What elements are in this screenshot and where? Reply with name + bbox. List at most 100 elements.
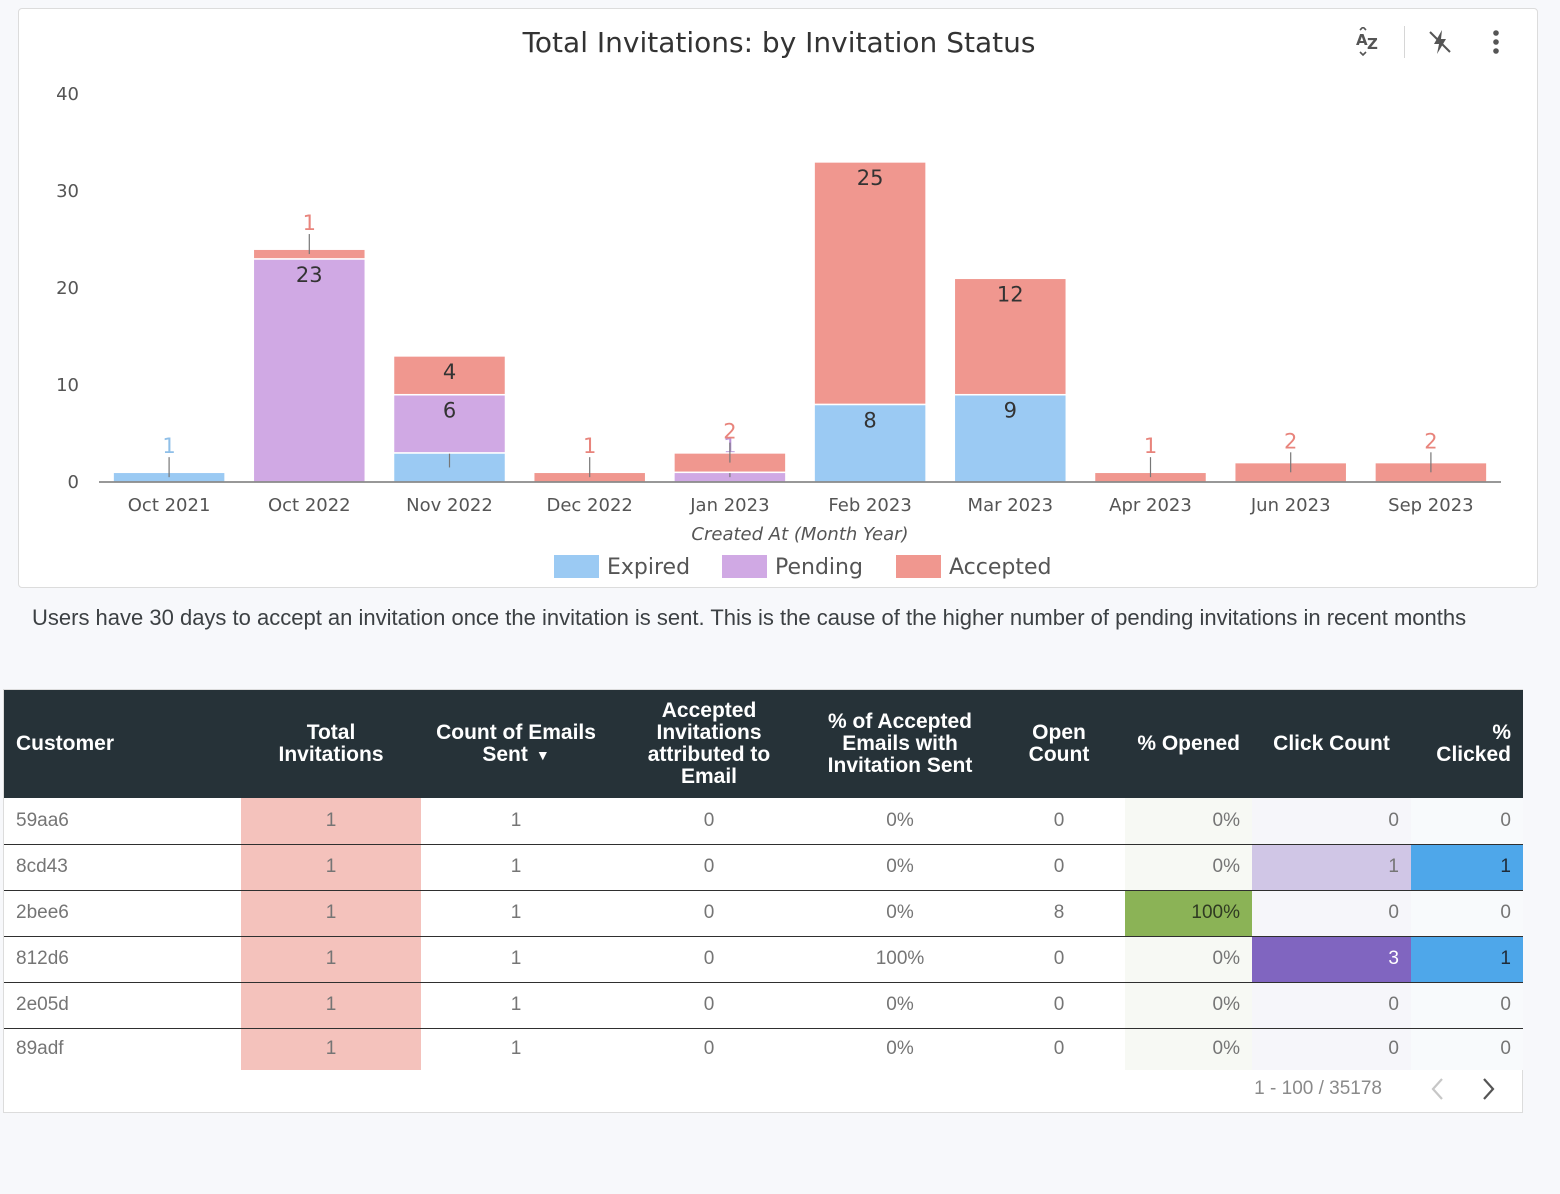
row-pct-accepted: 0%	[807, 889, 993, 936]
x-tick-label: Jan 2023	[689, 495, 769, 516]
header-emails-sent[interactable]: Count of Emails Sent ▼	[421, 690, 611, 798]
legend-swatch-pending	[722, 555, 767, 578]
y-tick-label: 30	[56, 181, 79, 202]
x-tick-label: Apr 2023	[1109, 495, 1192, 516]
sort-az-icon[interactable]: A Z	[1352, 25, 1386, 59]
row-click-count: 0	[1252, 1027, 1411, 1070]
row-total-invitations: 1	[241, 935, 421, 982]
data-label: 1	[303, 211, 316, 235]
next-page-icon[interactable]	[1474, 1074, 1504, 1104]
row-click-count: 1	[1252, 843, 1411, 890]
row-open-count: 0	[993, 1027, 1125, 1070]
row-customer: 8cd43	[4, 843, 241, 890]
row-open-count: 0	[1053, 809, 1065, 831]
row-pct-accepted: 0%	[807, 1027, 993, 1070]
x-axis-label: Created At (Month Year)	[691, 524, 908, 545]
header-emails-sent-label: Count of Emails Sent	[436, 720, 596, 766]
toolbar-divider	[1404, 26, 1405, 58]
row-emails-sent: 1	[510, 809, 522, 831]
y-tick-label: 10	[56, 375, 79, 396]
chart-card: Total Invitations: by Invitation Status 0…	[18, 8, 1538, 588]
row-total-invitations: 1	[241, 798, 421, 844]
data-label: 8	[863, 408, 876, 432]
row-open-count: 0	[993, 981, 1125, 1028]
x-tick-label: Feb 2023	[828, 495, 911, 516]
legend-label-pending: Pending	[775, 555, 863, 580]
row-total-invitations: 1	[241, 981, 421, 1028]
header-accepted-attributed[interactable]: Accepted Invitations attributed to Email	[611, 690, 807, 798]
table-body: 59aa6 1 1 0 0% 0 0% 0 0 8cd43 1 1 0 0% 0 0% 1 1 2bee6 1 1 0 0%…	[4, 798, 1523, 1070]
table-card: Customer Total Invitations Count of Emai…	[3, 689, 1523, 1113]
bar-accepted-5	[813, 161, 927, 406]
prev-page-icon[interactable]	[1422, 1074, 1452, 1104]
row-customer: 812d6	[4, 935, 241, 982]
row-accepted-attributed: 0	[611, 1027, 807, 1070]
row-click-count: 3	[1252, 935, 1411, 982]
row-click-count: 0	[1252, 798, 1411, 844]
row-click-count: 0	[1252, 889, 1411, 936]
header-pct-clicked[interactable]: % Clicked	[1411, 690, 1523, 798]
x-tick-label: Nov 2022	[406, 495, 493, 516]
row-customer: 59aa6	[16, 809, 69, 831]
bar-pending-2	[392, 393, 507, 454]
row-emails-sent: 1	[421, 935, 611, 982]
row-accepted-attributed: 0	[611, 843, 807, 890]
data-label: 2	[1424, 429, 1437, 453]
bar-expired-5	[813, 403, 927, 483]
table-row[interactable]: 59aa6 1 1 0 0% 0 0% 0 0	[4, 798, 1523, 844]
legend-label-accepted: Accepted	[949, 555, 1051, 580]
drill-down-icon[interactable]	[1423, 25, 1457, 59]
row-accepted-attributed: 0	[611, 935, 807, 982]
row-pct-accepted: 0%	[807, 981, 993, 1028]
header-customer[interactable]: Customer	[4, 690, 241, 798]
row-pct-opened: 0%	[1125, 981, 1252, 1028]
row-pct-clicked: 1	[1411, 843, 1523, 890]
svg-text:Z: Z	[1367, 35, 1378, 53]
x-tick-label: Oct 2022	[268, 495, 351, 516]
bar-pending-1	[252, 258, 367, 483]
chart-title: Total Invitations: by Invitation Status	[522, 26, 1036, 59]
row-accepted-attributed: 0	[611, 981, 807, 1028]
bar-accepted-6	[953, 277, 1068, 396]
x-tick-label: Jun 2023	[1250, 495, 1331, 516]
data-label: 2	[723, 420, 736, 444]
header-click-count[interactable]: Click Count	[1252, 690, 1411, 798]
x-tick-label: Sep 2023	[1388, 495, 1473, 516]
row-click-count: 0	[1252, 981, 1411, 1028]
legend-label-expired: Expired	[607, 555, 690, 580]
header-open-count[interactable]: Open Count	[993, 690, 1125, 798]
chart-toolbar: A Z	[1352, 25, 1513, 59]
row-pct-opened: 0%	[1125, 843, 1252, 890]
row-pct-accepted: 0%	[807, 843, 993, 890]
chart-note: Users have 30 days to accept an invitati…	[32, 605, 1467, 630]
data-label: 25	[857, 166, 884, 190]
y-tick-label: 20	[56, 278, 79, 299]
data-label: 23	[296, 263, 323, 287]
row-emails-sent: 1	[421, 843, 611, 890]
y-tick-label: 40	[56, 84, 79, 105]
table-row[interactable]: 2e05d 1 1 0 0% 0 0% 0 0	[4, 981, 1523, 1028]
table-row[interactable]: 812d6 1 1 0 100% 0 0% 3 1	[4, 935, 1523, 982]
row-accepted-attributed: 0	[611, 889, 807, 936]
invitations-table: Customer Total Invitations Count of Emai…	[4, 690, 1523, 1070]
header-pct-opened[interactable]: % Opened	[1125, 690, 1252, 798]
x-tick-label: Dec 2022	[547, 495, 633, 516]
row-pct-clicked: 0	[1411, 1027, 1523, 1070]
row-pct-clicked: 0	[1411, 981, 1523, 1028]
row-total-invitations: 1	[241, 843, 421, 890]
header-pct-accepted[interactable]: % of Accepted Emails with Invitation Sen…	[807, 690, 993, 798]
more-vert-icon[interactable]	[1479, 25, 1513, 59]
row-total-invitations: 1	[241, 1027, 421, 1070]
row-open-count: 8	[993, 889, 1125, 936]
row-pct-clicked: 1	[1411, 935, 1523, 982]
row-pct-accepted: 100%	[807, 935, 993, 982]
header-total-invitations[interactable]: Total Invitations	[241, 690, 421, 798]
sort-desc-icon: ▼	[535, 747, 550, 764]
table-row[interactable]: 2bee6 1 1 0 0% 8 100% 0 0	[4, 889, 1523, 936]
table-row[interactable]: 8cd43 1 1 0 0% 0 0% 1 1	[4, 843, 1523, 890]
row-pct-opened: 0%	[1125, 935, 1252, 982]
row-pct-clicked: 0	[1411, 889, 1523, 936]
row-customer: 2bee6	[4, 889, 241, 936]
table-row[interactable]: 89adf 1 1 0 0% 0 0% 0 0	[4, 1027, 1523, 1070]
legend-swatch-expired	[554, 555, 599, 578]
